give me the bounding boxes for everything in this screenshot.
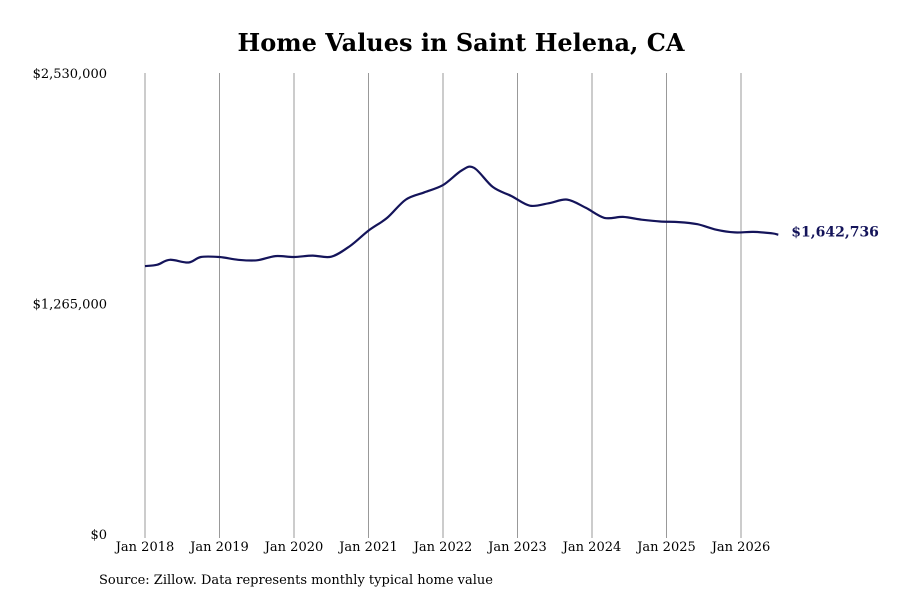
chart-title: Home Values in Saint Helena, CA: [237, 28, 685, 57]
x-tick-label: Jan 2019: [188, 540, 249, 555]
series-layer: [144, 165, 779, 268]
x-tick-label: Jan 2024: [561, 540, 622, 555]
x-tick-label: Jan 2026: [710, 540, 771, 555]
y-tick-label: $2,530,000: [33, 67, 107, 82]
label-layer: $1,642,736: [791, 225, 879, 241]
y-tick-label: $1,265,000: [33, 298, 107, 313]
end-value-label: $1,642,736: [791, 225, 879, 241]
x-tick-label: Jan 2021: [337, 540, 398, 555]
x-tick-label: Jan 2022: [412, 540, 473, 555]
y-tick-label: $0: [90, 528, 107, 543]
source-note: Source: Zillow. Data represents monthly …: [99, 573, 493, 588]
series-line: [144, 165, 779, 268]
x-tick-label: Jan 2023: [486, 540, 547, 555]
x-axis: Jan 2018 Jan 2019 Jan 2020 Jan 2021 Jan 2022…: [114, 540, 771, 555]
x-tick-label: Jan 2020: [263, 540, 324, 555]
x-tick-label: Jan 2025: [635, 540, 696, 555]
grid-layer: [144, 73, 742, 538]
y-axis: $0 $1,265,000 $2,530,000: [33, 67, 107, 543]
x-tick-label: Jan 2018: [114, 540, 175, 555]
